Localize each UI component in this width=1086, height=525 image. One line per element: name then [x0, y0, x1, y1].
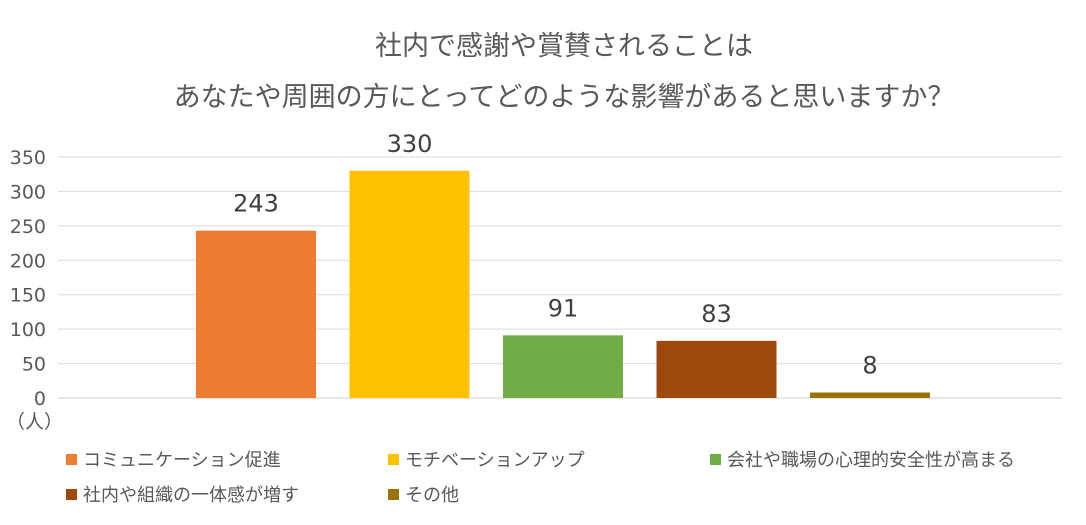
bar [810, 392, 930, 398]
y-tick-label: 150 [10, 285, 46, 307]
data-label: 91 [548, 294, 579, 322]
data-label: 8 [862, 351, 877, 379]
y-axis-tick-labels: 0 50 100 150 200 250 300 350 [10, 147, 46, 410]
chart-title-line-2: あなたや周囲の方にとってどのような影響があると思いますか？ [174, 82, 955, 113]
y-tick-label: 0 [34, 388, 46, 410]
legend-label: コミュニケーション促進 [83, 450, 281, 471]
legend: コミュニケーション促進 モチベーションアップ 会社や職場の心理的安全性が高まる社内や… [66, 450, 1015, 506]
data-label: 330 [387, 130, 433, 158]
legend-item: コミュニケーション促進 [66, 450, 281, 471]
legend-label: その他 [405, 485, 459, 506]
y-tick-label: 200 [10, 250, 46, 272]
chart-title: 社内で感謝や賞賛されることは あなたや周囲の方にとってどのような影響があると思い… [174, 31, 955, 113]
y-axis-unit-label: （人） [6, 411, 63, 433]
y-tick-label: 100 [10, 319, 46, 341]
legend-swatch [66, 489, 77, 500]
y-tick-label: 50 [22, 354, 46, 376]
legend-item: 社内や組織の一体感が増す [66, 485, 299, 506]
data-labels: 243 330 91 83 8 [233, 130, 878, 380]
legend-label: モチベーションアップ [405, 450, 585, 471]
bar [656, 340, 777, 398]
legend-label: 会社や職場の心理的安全性が高まる [727, 450, 1015, 471]
y-tick-label: 250 [10, 216, 46, 238]
legend-swatch [66, 454, 77, 465]
y-tick-label: 300 [10, 181, 46, 203]
legend-swatch [388, 454, 399, 465]
bar [503, 335, 623, 398]
bar [196, 230, 316, 398]
legend-label: 社内や組織の一体感が増す [83, 485, 299, 506]
bars [196, 170, 930, 398]
legend-item: モチベーションアップ [388, 450, 585, 471]
bar [349, 170, 470, 398]
data-label: 243 [233, 190, 279, 218]
legend-swatch [710, 454, 721, 465]
y-tick-label: 350 [10, 147, 46, 169]
legend-item: その他 [388, 485, 459, 506]
legend-swatch [388, 489, 399, 500]
data-label: 83 [701, 300, 732, 328]
chart-title-line-1: 社内で感謝や賞賛されることは [375, 31, 753, 62]
legend-item: 会社や職場の心理的安全性が高まる [710, 450, 1015, 471]
